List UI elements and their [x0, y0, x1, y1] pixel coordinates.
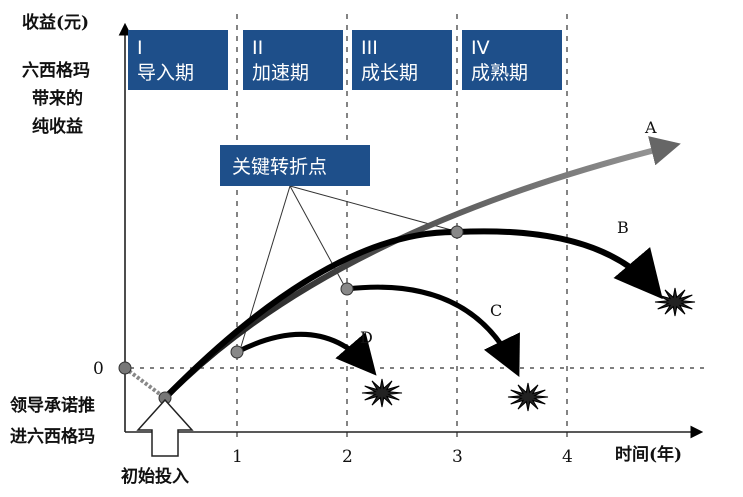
phase-name: 成长期: [361, 62, 418, 84]
phase-box-3: III 成长期: [352, 30, 452, 90]
start-point: [118, 361, 132, 375]
phase-box-1: I 导入期: [128, 30, 228, 90]
y-axis-title: 收益(元): [22, 12, 89, 33]
curve-label-b: B: [617, 218, 629, 237]
curve-c: [346, 284, 520, 377]
phase-box-2: II 加速期: [243, 30, 343, 90]
turning-point-label: 关键转折点: [232, 156, 327, 178]
y-axis-desc-line1: 六西格玛: [22, 60, 90, 81]
phase-name: 加速期: [252, 62, 309, 84]
turning-point-2: [340, 282, 354, 296]
phase-num: III: [361, 37, 378, 59]
curve-label-a: A: [644, 118, 657, 137]
phase-name: 导入期: [137, 62, 194, 84]
y-zero-label: 0: [93, 359, 104, 379]
y-axis-desc-line2: 带来的: [32, 88, 83, 109]
explosion-icon-d: [361, 378, 403, 408]
turning-point-3: [450, 225, 464, 239]
x-tick-4: 4: [562, 447, 573, 467]
phase-num: IV: [471, 37, 490, 59]
phase-num: I: [137, 37, 143, 59]
start-label-line2: 进六西格玛: [10, 426, 95, 447]
x-tick-1: 1: [232, 447, 243, 467]
x-tick-2: 2: [342, 447, 353, 467]
phase-name: 成熟期: [471, 62, 528, 84]
curve-label-d: D: [360, 328, 373, 347]
explosion-icon-c: [507, 382, 549, 412]
start-label-line1: 领导承诺推: [10, 395, 95, 416]
x-axis-title: 时间(年): [615, 444, 682, 465]
x-tick-3: 3: [452, 447, 463, 467]
explosion-icon-b: [654, 287, 696, 317]
curve-label-c: C: [490, 301, 502, 320]
y-axis-desc-line3: 纯收益: [32, 116, 83, 137]
initial-investment-label: 初始投入: [121, 466, 189, 487]
curve-b: [162, 228, 663, 401]
initial-dip: [123, 366, 167, 400]
initial-investment-arrow: [136, 398, 194, 457]
turning-point-1: [230, 345, 244, 359]
phase-box-4: IV 成熟期: [462, 30, 562, 90]
turning-point-callout: 关键转折点: [220, 145, 456, 351]
phase-num: II: [252, 37, 263, 59]
curve-d: [235, 331, 377, 376]
